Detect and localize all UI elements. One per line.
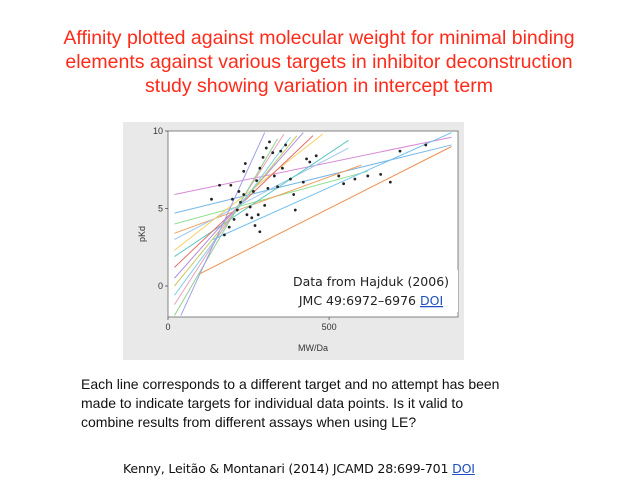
annotation-journal: JMC 49:6972–6976: [298, 293, 420, 308]
annotation-line-1: Data from Hajduk (2006): [293, 274, 449, 289]
data-point-19: [268, 140, 271, 144]
scatter-chart: 0 5 10 0 500 pKd MW/Da Data from Hajduk (200…: [137, 126, 459, 353]
data-point-13: [248, 205, 252, 209]
y-tick-label-3: 10: [153, 126, 163, 136]
data-point-24: [280, 166, 284, 170]
x-tick-label-2: 500: [322, 322, 337, 332]
data-point-21: [272, 174, 276, 178]
data-point-45: [263, 204, 267, 207]
citation-text: Kenny, Leitão & Montanari (2014) JCAMD 2…: [123, 461, 453, 476]
caption-line-1: Each line corresponds to a different tar…: [81, 376, 500, 392]
fit-line-14: [180, 132, 266, 316]
y-tick-label-1: 0: [158, 281, 163, 291]
fit-line-2: [174, 144, 452, 214]
annotation-doi-link[interactable]: DOI: [420, 293, 443, 308]
data-point-47: [231, 197, 234, 201]
data-point-11: [242, 193, 246, 196]
fit-line-16: [212, 132, 452, 240]
data-point-6: [222, 233, 226, 237]
fit-line-15: [199, 146, 452, 275]
slide-caption: Each line corresponds to a different tar…: [81, 375, 601, 432]
data-point-37: [353, 177, 357, 181]
data-point-34: [314, 154, 318, 158]
fit-line-6: [174, 133, 323, 251]
data-point-29: [258, 230, 262, 234]
annotation-line-2: JMC 49:6972–6976 DOI: [298, 293, 443, 308]
y-axis-label: pKd: [137, 226, 147, 242]
data-point-15: [255, 179, 259, 182]
data-point-23: [279, 149, 283, 153]
data-point-20: [271, 151, 275, 155]
data-point-16: [258, 166, 262, 170]
data-point-42: [424, 143, 428, 147]
data-point-3: [229, 183, 233, 187]
data-point-46: [237, 190, 241, 193]
data-point-8: [232, 217, 236, 221]
data-point-17: [261, 155, 265, 159]
x-tick-label-1: 0: [165, 322, 170, 332]
caption-line-3: combine results from different assays wh…: [81, 414, 417, 430]
citation-doi-link[interactable]: DOI: [452, 461, 475, 476]
fit-line-7: [174, 139, 349, 257]
data-point-43: [293, 208, 297, 212]
data-point-27: [253, 224, 257, 227]
data-point-4: [242, 169, 246, 173]
data-point-1: [210, 197, 213, 201]
data-point-28: [256, 213, 260, 217]
data-point-41: [398, 149, 402, 153]
data-point-18: [264, 146, 268, 150]
citation: Kenny, Leitão & Montanari (2014) JCAMD 2…: [123, 461, 475, 476]
data-point-30: [289, 177, 292, 181]
title-line-2: elements against various targets in inhi…: [65, 51, 573, 73]
data-point-39: [379, 173, 383, 176]
fit-lines-layer: [174, 132, 452, 316]
slide-title: Affinity plotted against molecular weigh…: [20, 26, 618, 98]
data-point-40: [388, 180, 392, 184]
data-point-12: [245, 213, 249, 217]
data-point-32: [301, 180, 305, 184]
data-point-31: [292, 193, 296, 196]
data-point-26: [250, 216, 254, 220]
fit-line-5: [174, 147, 349, 240]
data-points-layer: [210, 140, 428, 237]
data-point-33: [305, 157, 308, 161]
data-point-14: [251, 190, 255, 193]
data-point-2: [218, 183, 221, 187]
data-point-7: [227, 225, 231, 229]
x-axis-label: MW/Da: [298, 343, 328, 353]
data-point-25: [284, 143, 288, 147]
data-point-9: [235, 208, 239, 212]
title-line-1: Affinity plotted against molecular weigh…: [63, 27, 575, 49]
data-point-38: [366, 174, 370, 178]
data-point-48: [308, 160, 312, 164]
data-point-5: [243, 162, 247, 165]
title-line-3: study showing variation in intercept ter…: [145, 75, 493, 97]
fit-line-12: [174, 133, 285, 305]
chart-frame: 0 5 10 0 500 pKd MW/Da Data from Hajduk (200…: [123, 122, 464, 360]
y-tick-label-2: 5: [158, 204, 163, 214]
data-point-35: [337, 174, 341, 178]
ticks-layer: 0 5 10 0 500: [153, 126, 337, 332]
annotation-box: [283, 270, 458, 312]
caption-line-2: made to indicate targets for individual …: [81, 395, 464, 411]
data-point-36: [342, 182, 346, 186]
fit-line-4: [174, 164, 362, 234]
data-point-22: [276, 185, 279, 189]
data-point-10: [239, 200, 242, 204]
data-point-44: [266, 186, 270, 190]
